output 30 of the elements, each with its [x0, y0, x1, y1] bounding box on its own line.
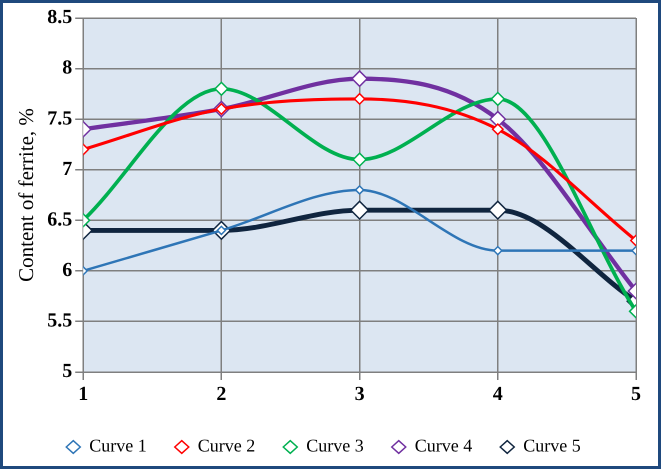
y-tick-label: 8.5	[47, 6, 72, 28]
point	[352, 152, 367, 167]
y-tick-label: 7.5	[47, 107, 72, 130]
point	[214, 82, 229, 96]
y-axis-title: Content of ferrite, %	[14, 108, 38, 282]
y-tick-label: 6.5	[47, 208, 72, 230]
point	[354, 92, 366, 105]
x-tick-label: 4	[492, 383, 503, 406]
legend-label: Curve 2	[198, 436, 256, 456]
point	[354, 185, 364, 195]
point	[492, 123, 504, 136]
legend-label: Curve 4	[414, 436, 472, 456]
y-tick-label: 5	[62, 360, 72, 382]
legend-label: Curve 1	[89, 436, 147, 456]
point	[488, 200, 508, 220]
x-tick-label: 5	[631, 383, 641, 406]
point	[489, 110, 506, 128]
point	[350, 200, 370, 220]
point	[493, 246, 503, 256]
x-tick-label: 3	[354, 383, 365, 406]
y-tick-label: 5.5	[47, 310, 72, 332]
x-tick-label: 2	[216, 383, 226, 406]
y-tick-label: 8	[62, 56, 72, 79]
y-tick-label: 6	[62, 259, 72, 282]
legend-label: Curve 5	[523, 436, 581, 456]
point	[490, 92, 505, 106]
y-tick-label: 7	[62, 158, 72, 180]
point	[351, 70, 368, 88]
legend-label: Curve 3	[306, 436, 364, 456]
x-tick-label: 1	[78, 383, 88, 406]
